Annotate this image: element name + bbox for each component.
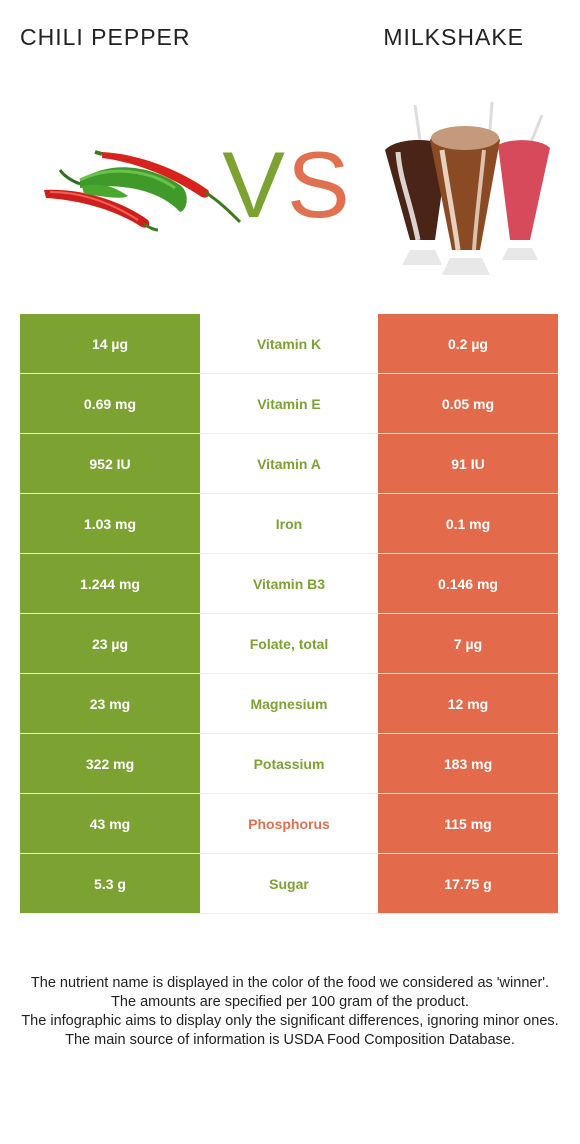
nutrient-name: Vitamin A [200, 434, 378, 493]
vs-s-letter: S [287, 132, 352, 237]
nutrient-name: Phosphorus [200, 794, 378, 853]
left-value: 1.244 mg [20, 554, 200, 613]
left-value: 322 mg [20, 734, 200, 793]
right-value: 91 IU [378, 434, 558, 493]
vs-v-letter: V [222, 132, 287, 237]
table-row: 1.244 mg Vitamin B3 0.146 mg [20, 554, 558, 614]
right-value: 115 mg [378, 794, 558, 853]
right-value: 0.1 mg [378, 494, 558, 553]
left-value: 0.69 mg [20, 374, 200, 433]
chili-pepper-image [44, 150, 242, 232]
right-food-title: MILKSHAKE [383, 24, 524, 50]
table-row: 23 mg Magnesium 12 mg [20, 674, 558, 734]
left-value: 952 IU [20, 434, 200, 493]
left-value: 43 mg [20, 794, 200, 853]
table-row: 5.3 g Sugar 17.75 g [20, 854, 558, 914]
nutrient-name: Folate, total [200, 614, 378, 673]
footer-note: The infographic aims to display only the… [21, 1013, 559, 1029]
nutrient-name: Magnesium [200, 674, 378, 733]
table-row: 1.03 mg Iron 0.1 mg [20, 494, 558, 554]
nutrient-name: Sugar [200, 854, 378, 913]
left-value: 23 µg [20, 614, 200, 673]
table-row: 0.69 mg Vitamin E 0.05 mg [20, 374, 558, 434]
right-value: 0.146 mg [378, 554, 558, 613]
nutrient-table: 14 µg Vitamin K 0.2 µg 0.69 mg Vitamin E 0.05… [20, 314, 558, 914]
table-row: 322 mg Potassium 183 mg [20, 734, 558, 794]
right-value: 12 mg [378, 674, 558, 733]
right-value: 183 mg [378, 734, 558, 793]
left-value: 14 µg [20, 314, 200, 373]
right-value: 0.05 mg [378, 374, 558, 433]
table-row: 23 µg Folate, total 7 µg [20, 614, 558, 674]
left-food-title: CHILI PEPPER [20, 24, 191, 50]
left-value: 5.3 g [20, 854, 200, 913]
footer-note: The nutrient name is displayed in the co… [30, 975, 550, 991]
right-value: 17.75 g [378, 854, 558, 913]
nutrient-name: Vitamin E [200, 374, 378, 433]
left-value: 23 mg [20, 674, 200, 733]
nutrient-name: Vitamin B3 [200, 554, 378, 613]
footer-note: The main source of information is USDA F… [65, 1032, 515, 1048]
table-row: 952 IU Vitamin A 91 IU [20, 434, 558, 494]
footer-note: The amounts are specified per 100 gram o… [111, 994, 469, 1010]
right-value: 7 µg [378, 614, 558, 673]
nutrient-name: Iron [200, 494, 378, 553]
vs-label: VS [222, 130, 352, 240]
table-row: 43 mg Phosphorus 115 mg [20, 794, 558, 854]
milkshake-image [385, 101, 550, 275]
left-value: 1.03 mg [20, 494, 200, 553]
nutrient-name: Vitamin K [200, 314, 378, 373]
nutrient-name: Potassium [200, 734, 378, 793]
right-value: 0.2 µg [378, 314, 558, 373]
footer-notes: The nutrient name is displayed in the co… [10, 974, 570, 1050]
table-row: 14 µg Vitamin K 0.2 µg [20, 314, 558, 374]
